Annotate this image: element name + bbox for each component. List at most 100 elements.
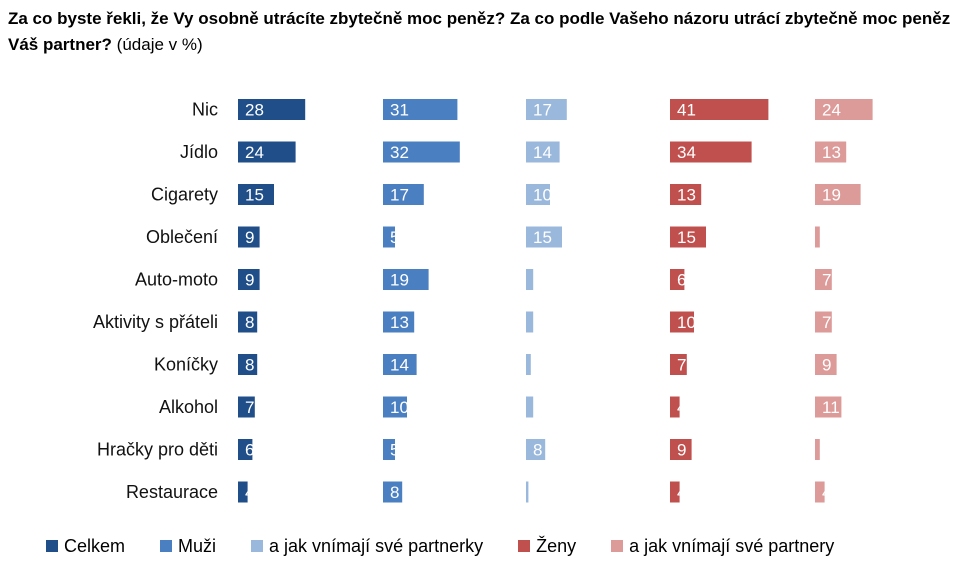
data-label: 6 (677, 271, 686, 290)
bar (670, 99, 769, 120)
bar (526, 311, 534, 333)
legend-item: Ženy (518, 536, 576, 557)
legend-item: a jak vnímají své partnery (611, 536, 834, 557)
data-label: 10 (677, 313, 696, 332)
bar (383, 141, 460, 163)
bar (383, 226, 395, 248)
data-label: 7 (677, 356, 686, 375)
bar (238, 396, 255, 418)
bar (383, 184, 424, 205)
data-label: 7 (822, 313, 831, 332)
bar (383, 439, 395, 460)
bar (526, 396, 534, 418)
legend-swatch (251, 540, 264, 552)
bar (238, 269, 260, 290)
bar (670, 396, 680, 418)
bar (670, 184, 702, 205)
data-label: 8 (245, 313, 254, 332)
legend-label: a jak vnímají své partnery (629, 535, 835, 556)
data-label: 24 (245, 143, 264, 162)
data-label: 9 (245, 271, 254, 290)
bar (383, 481, 403, 503)
data-label: 3 (533, 271, 542, 290)
data-label: 4 (822, 483, 831, 502)
legend-label: Celkem (64, 535, 126, 556)
data-label: 24 (822, 101, 841, 120)
bar (670, 141, 752, 163)
data-label: 28 (245, 101, 264, 120)
data-label: 4 (245, 483, 254, 502)
data-label: 3 (533, 313, 542, 332)
data-label: 10 (390, 398, 409, 417)
bar (815, 269, 832, 290)
data-label: 17 (533, 101, 552, 120)
data-label: 13 (677, 186, 696, 205)
category-label: Jídlo (180, 142, 218, 162)
data-label: 1 (533, 483, 542, 502)
category-label: Aktivity s přáteli (93, 312, 218, 332)
category-label: Nic (192, 100, 218, 120)
data-label: 8 (533, 441, 542, 460)
data-label: 8 (390, 483, 399, 502)
bar (526, 99, 567, 120)
bar (670, 226, 706, 248)
legend-item: a jak vnímají své partnerky (251, 536, 483, 557)
bar (815, 99, 873, 120)
data-label: 9 (245, 228, 254, 247)
bar (238, 184, 274, 205)
chart-title: Za co byste řekli, že Vy osobně utrácíte… (8, 6, 958, 58)
data-label: 41 (677, 101, 696, 120)
bar (815, 354, 837, 375)
bar (526, 439, 546, 460)
bar (815, 481, 825, 503)
data-label: 32 (390, 143, 409, 162)
legend-label: Ženy (536, 535, 577, 556)
data-label: 7 (822, 271, 831, 290)
legend-swatch (611, 540, 624, 552)
data-label: 14 (390, 356, 409, 375)
bar (238, 311, 258, 333)
bar (815, 141, 847, 163)
legend-label: Muži (178, 535, 217, 556)
bar (238, 354, 258, 375)
data-label: 13 (822, 143, 841, 162)
bar (526, 141, 560, 163)
data-label: 4 (677, 398, 686, 417)
data-label: 6 (245, 441, 254, 460)
data-label: 13 (390, 313, 409, 332)
data-label: 34 (677, 143, 696, 162)
bar (383, 354, 417, 375)
data-label: 15 (533, 228, 552, 247)
bar (526, 354, 531, 375)
data-label: 19 (390, 271, 409, 290)
legend-swatch (46, 540, 58, 552)
bar (670, 311, 694, 333)
legend-label: a jak vnímají své partnerky (269, 535, 484, 556)
data-label: 2 (533, 356, 542, 375)
bar (238, 99, 306, 120)
data-label: 17 (390, 186, 409, 205)
data-label: 3 (533, 398, 542, 417)
data-label: 2 (822, 228, 831, 247)
data-label: 11 (822, 398, 840, 417)
category-label: Alkohol (159, 397, 218, 417)
data-label: 15 (677, 228, 696, 247)
legend-swatch (518, 540, 531, 552)
legend-swatch (160, 540, 173, 552)
data-label: 8 (245, 356, 254, 375)
data-label: 2 (822, 441, 831, 460)
bar (670, 269, 685, 290)
bar (238, 481, 248, 503)
data-label: 5 (390, 441, 399, 460)
category-label: Cigarety (151, 185, 218, 205)
data-label: 14 (533, 143, 552, 162)
data-label: 4 (677, 483, 686, 502)
bar (815, 311, 832, 333)
chart-title-main: Za co byste řekli, že Vy osobně utrácíte… (8, 9, 951, 54)
bar (526, 184, 550, 205)
category-label: Auto-moto (135, 270, 218, 290)
bar (526, 226, 562, 248)
bar (670, 354, 687, 375)
bar (670, 481, 680, 503)
